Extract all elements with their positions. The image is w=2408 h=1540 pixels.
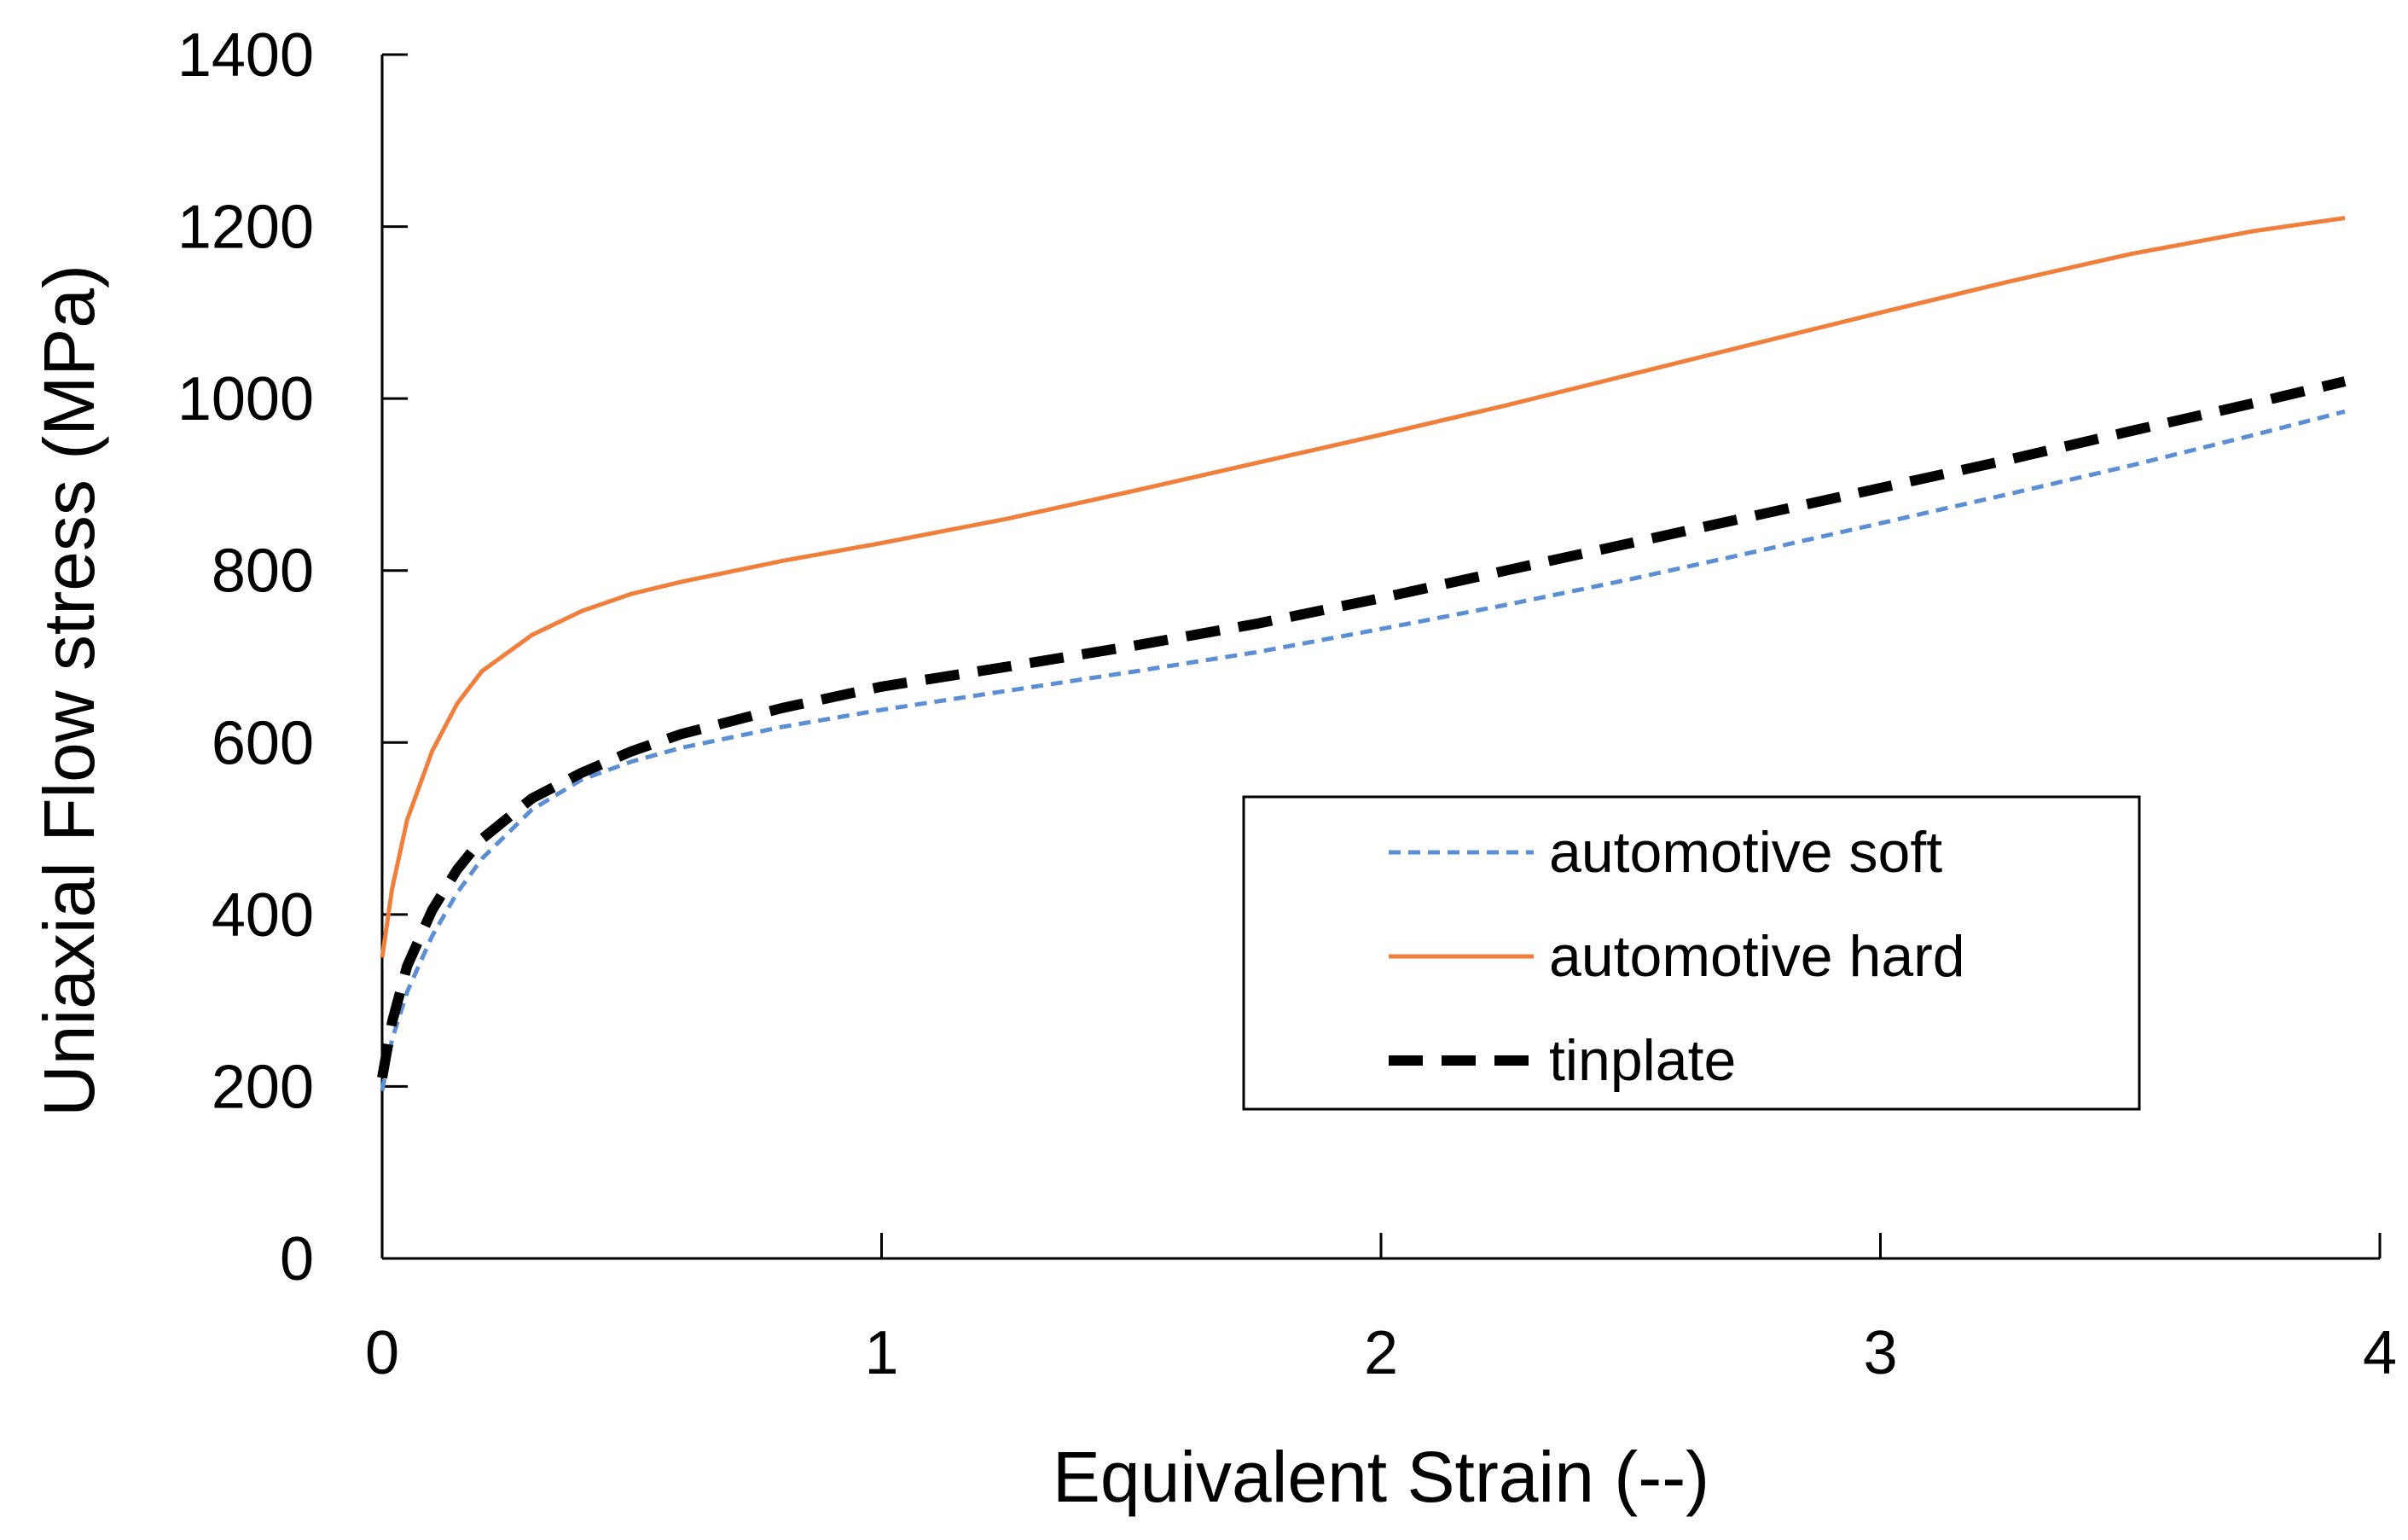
x-tick-label: 1 — [864, 1319, 898, 1387]
legend-label: automotive hard — [1549, 924, 1965, 989]
y-tick-label: 1000 — [177, 365, 314, 433]
y-tick-label: 200 — [212, 1053, 314, 1121]
series-line-automotive-soft — [380, 409, 2346, 1091]
ticks: 0 200 400 600 800 1000 1200 1400 0 1 2 3 4 — [177, 21, 2397, 1387]
legend-box — [1242, 795, 2141, 1111]
series-line-automotive-hard — [380, 216, 2346, 958]
legend: automotive soft automotive hard tinplate — [1242, 795, 2141, 1111]
y-tick-label: 800 — [212, 538, 314, 606]
series-line-tinplate — [377, 376, 2347, 1079]
x-axis-title: Equivalent Strain (--) — [1053, 1437, 1709, 1517]
y-tick-label: 0 — [280, 1225, 314, 1293]
y-axis-title: Uniaxial Flow stress (MPa) — [29, 264, 109, 1117]
x-tick-label: 3 — [1863, 1319, 1897, 1387]
y-tick-label: 1400 — [177, 21, 314, 90]
legend-label: tinplate — [1549, 1028, 1736, 1093]
legend-label: automotive soft — [1549, 820, 1942, 885]
series-lines — [377, 216, 2347, 1091]
y-tick-label: 400 — [212, 881, 314, 950]
y-tick-label: 600 — [212, 709, 314, 777]
x-tick-label: 0 — [365, 1319, 399, 1387]
y-tick-label: 1200 — [177, 194, 314, 262]
x-tick-label: 2 — [1364, 1319, 1398, 1387]
x-tick-label: 4 — [2363, 1319, 2397, 1387]
